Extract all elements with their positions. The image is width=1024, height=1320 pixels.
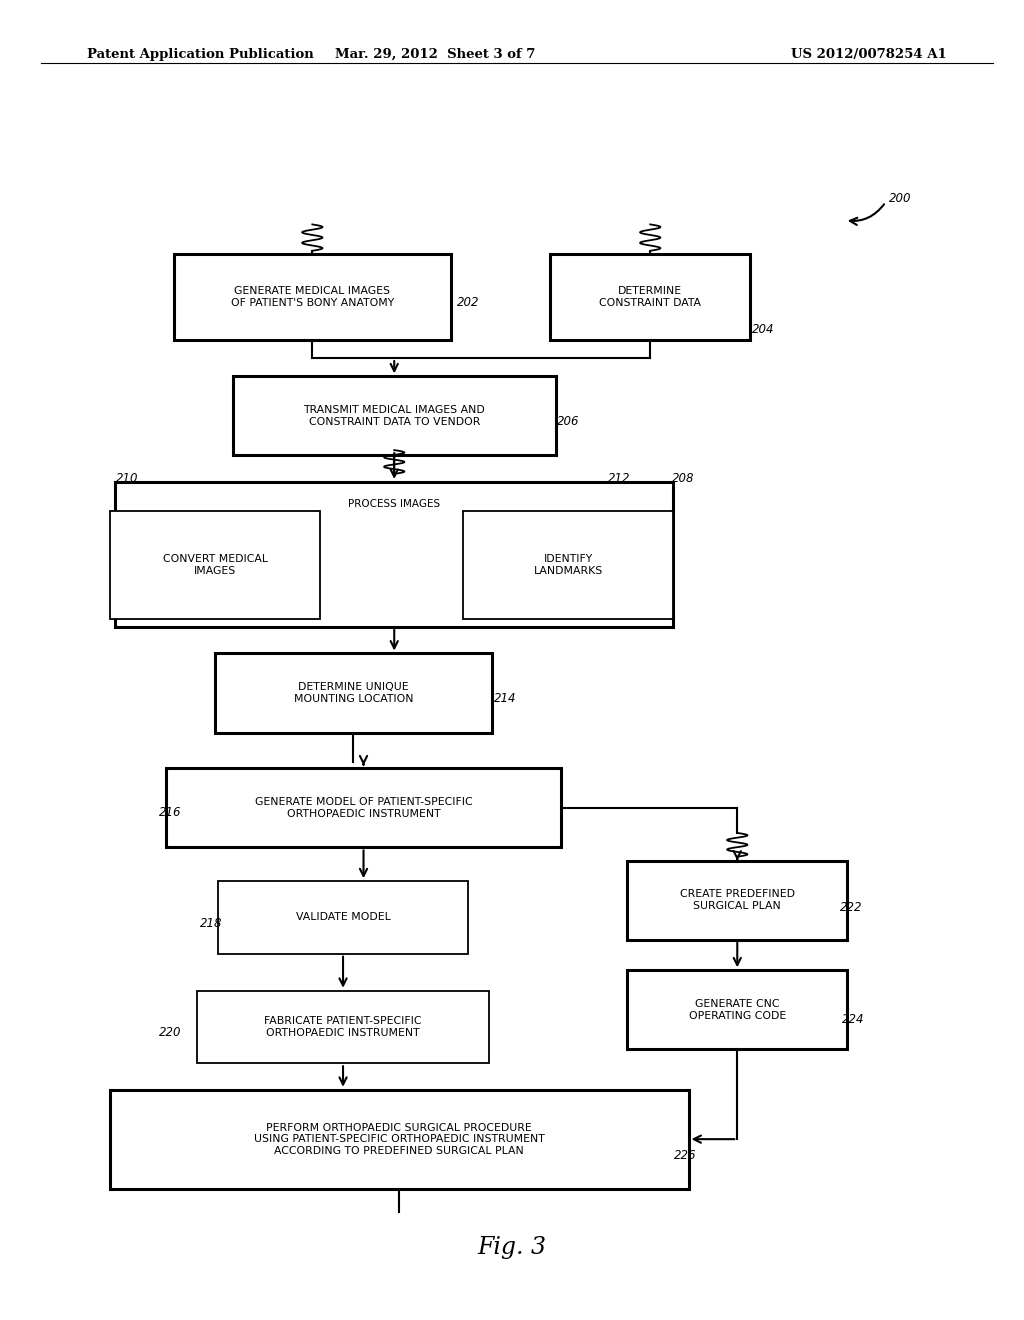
- FancyBboxPatch shape: [233, 376, 555, 455]
- FancyBboxPatch shape: [218, 882, 469, 953]
- Text: 220: 220: [159, 1026, 181, 1039]
- Text: 200: 200: [889, 191, 911, 205]
- Text: 206: 206: [557, 414, 580, 428]
- Text: GENERATE MEDICAL IMAGES
OF PATIENT'S BONY ANATOMY: GENERATE MEDICAL IMAGES OF PATIENT'S BON…: [230, 286, 394, 308]
- Text: 204: 204: [752, 322, 774, 335]
- Text: FABRICATE PATIENT-SPECIFIC
ORTHOPAEDIC INSTRUMENT: FABRICATE PATIENT-SPECIFIC ORTHOPAEDIC I…: [264, 1016, 422, 1038]
- FancyBboxPatch shape: [464, 511, 674, 619]
- FancyBboxPatch shape: [198, 990, 489, 1064]
- Text: VALIDATE MODEL: VALIDATE MODEL: [296, 912, 390, 923]
- Text: Mar. 29, 2012  Sheet 3 of 7: Mar. 29, 2012 Sheet 3 of 7: [335, 48, 536, 61]
- FancyBboxPatch shape: [115, 482, 674, 627]
- Text: DETERMINE
CONSTRAINT DATA: DETERMINE CONSTRAINT DATA: [599, 286, 701, 308]
- Text: 214: 214: [494, 692, 516, 705]
- FancyBboxPatch shape: [166, 768, 561, 847]
- FancyBboxPatch shape: [551, 253, 750, 339]
- FancyBboxPatch shape: [627, 970, 847, 1049]
- Text: Fig. 3: Fig. 3: [477, 1236, 547, 1259]
- Text: 222: 222: [840, 900, 862, 913]
- Text: 202: 202: [457, 296, 479, 309]
- Text: PROCESS IMAGES: PROCESS IMAGES: [348, 499, 440, 510]
- Text: GENERATE MODEL OF PATIENT-SPECIFIC
ORTHOPAEDIC INSTRUMENT: GENERATE MODEL OF PATIENT-SPECIFIC ORTHO…: [255, 797, 472, 818]
- Text: 224: 224: [842, 1012, 864, 1026]
- Text: 210: 210: [116, 471, 138, 484]
- Text: Patent Application Publication: Patent Application Publication: [87, 48, 313, 61]
- FancyBboxPatch shape: [111, 511, 319, 619]
- FancyBboxPatch shape: [215, 653, 492, 733]
- Text: 218: 218: [200, 916, 222, 929]
- Text: GENERATE CNC
OPERATING CODE: GENERATE CNC OPERATING CODE: [689, 999, 785, 1020]
- Text: PERFORM ORTHOPAEDIC SURGICAL PROCEDURE
USING PATIENT-SPECIFIC ORTHOPAEDIC INSTRU: PERFORM ORTHOPAEDIC SURGICAL PROCEDURE U…: [254, 1122, 545, 1156]
- Text: DETERMINE UNIQUE
MOUNTING LOCATION: DETERMINE UNIQUE MOUNTING LOCATION: [294, 682, 413, 704]
- Text: CONVERT MEDICAL
IMAGES: CONVERT MEDICAL IMAGES: [163, 554, 267, 576]
- Text: 226: 226: [674, 1148, 696, 1162]
- FancyBboxPatch shape: [111, 1090, 688, 1188]
- Text: IDENTIFY
LANDMARKS: IDENTIFY LANDMARKS: [534, 554, 603, 576]
- FancyBboxPatch shape: [174, 253, 451, 339]
- Text: 212: 212: [608, 471, 631, 484]
- Text: US 2012/0078254 A1: US 2012/0078254 A1: [792, 48, 947, 61]
- Text: CREATE PREDEFINED
SURGICAL PLAN: CREATE PREDEFINED SURGICAL PLAN: [680, 890, 795, 911]
- FancyBboxPatch shape: [627, 861, 847, 940]
- Text: TRANSMIT MEDICAL IMAGES AND
CONSTRAINT DATA TO VENDOR: TRANSMIT MEDICAL IMAGES AND CONSTRAINT D…: [303, 405, 485, 426]
- Text: 216: 216: [159, 805, 181, 818]
- Text: 208: 208: [672, 471, 694, 484]
